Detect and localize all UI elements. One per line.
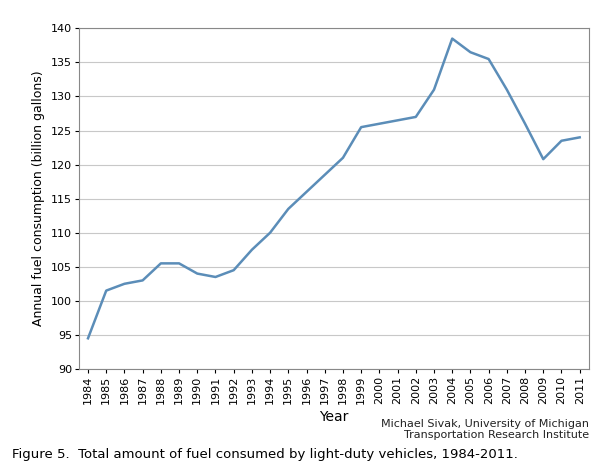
Text: Figure 5.  Total amount of fuel consumed by light-duty vehicles, 1984-2011.: Figure 5. Total amount of fuel consumed … [12, 448, 518, 461]
Y-axis label: Annual fuel consumption (billion gallons): Annual fuel consumption (billion gallons… [32, 71, 46, 326]
Text: Michael Sivak, University of Michigan
Transportation Research Institute: Michael Sivak, University of Michigan Tr… [381, 419, 589, 440]
X-axis label: Year: Year [319, 410, 348, 424]
